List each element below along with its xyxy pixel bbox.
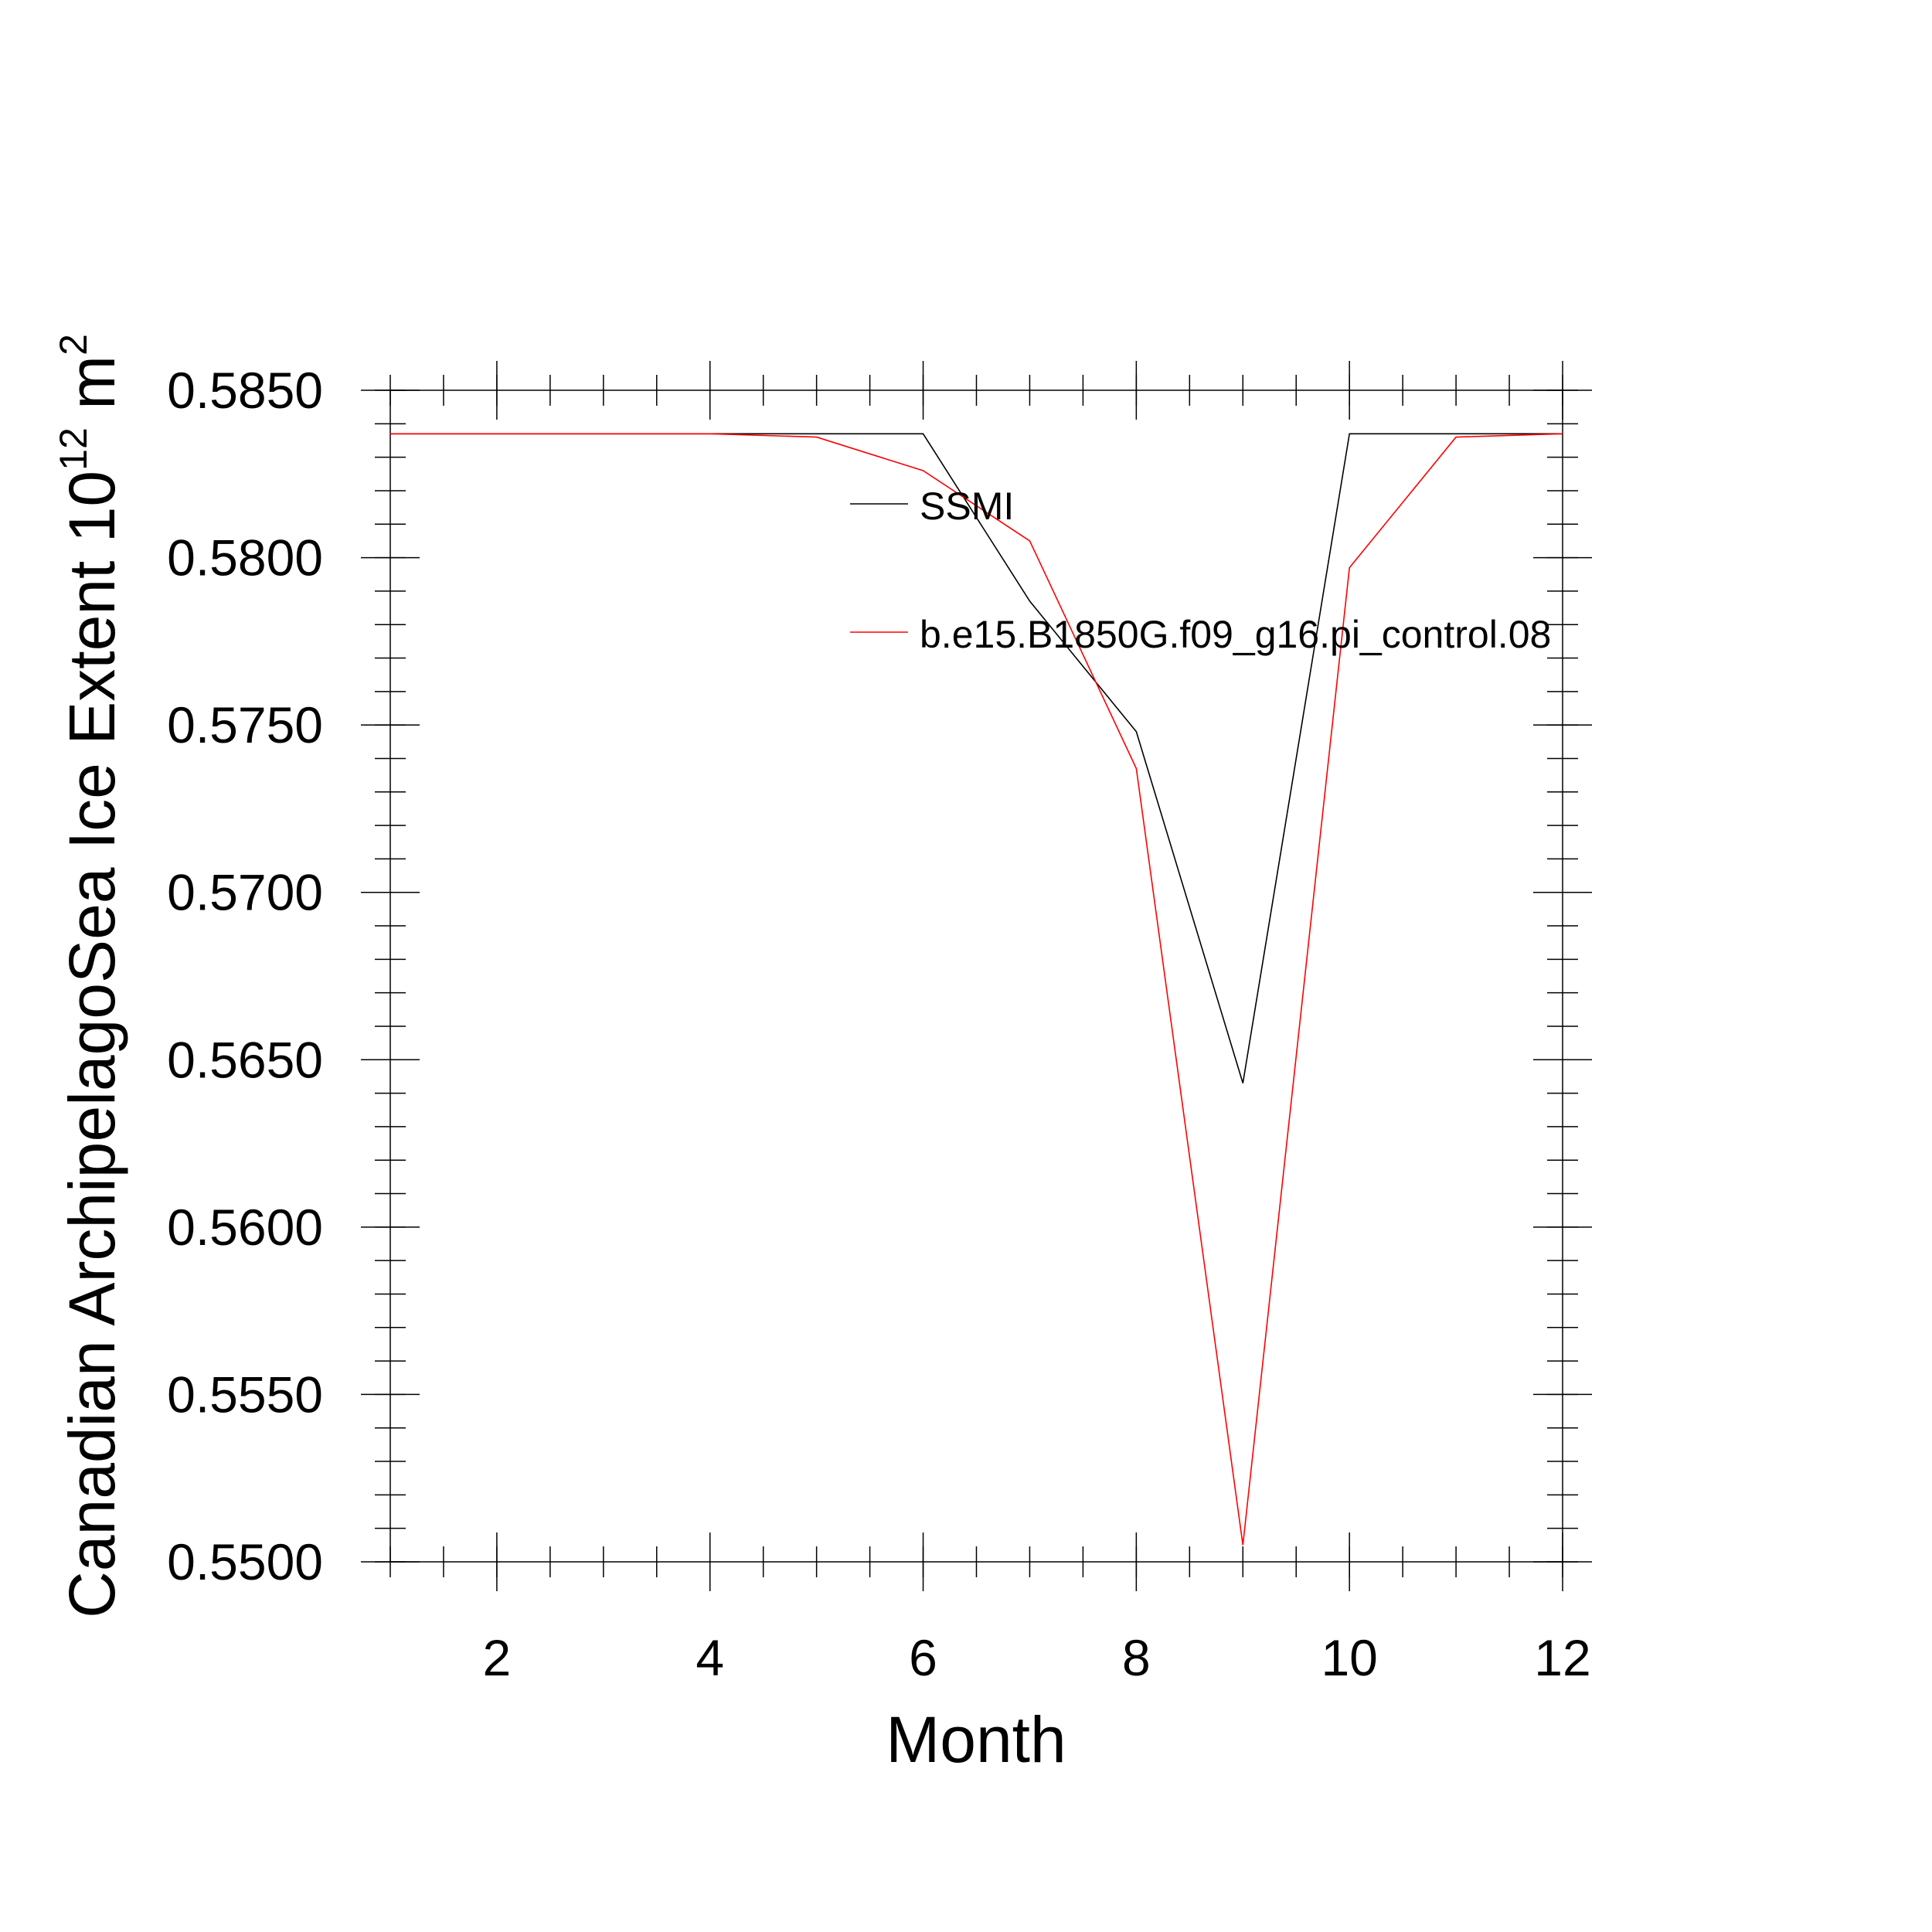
y-tick-label: 0.5650 [167,1031,323,1088]
x-axis-label: Month [886,1703,1066,1776]
y-axis-label-exponent-1: 12 [52,427,95,471]
y-tick-label: 0.5700 [167,864,323,921]
legend-label: b.e15.B1850G.f09_g16.pi_control.08 [920,613,1551,656]
legend: SSMI b.e15.B1850G.f09_g16.pi_control.08 [850,485,1551,656]
axis-ticks [361,361,1592,1591]
x-tick-label: 6 [909,1629,937,1686]
series-line-2 [390,433,1563,1546]
y-tick-label: 0.5550 [167,1366,323,1423]
y-axis-label-exponent-2: 2 [52,334,95,355]
axis-tick-labels: 2 4 6 8 10 12 0.5500 0.5550 0.5600 0.5650 0.5700 0.… [167,362,1591,1686]
y-tick-label: 0.5850 [167,362,323,419]
y-tick-label: 0.5600 [167,1199,323,1256]
y-tick-label: 0.5500 [167,1533,323,1590]
x-tick-label: 8 [1122,1629,1151,1686]
x-tick-label: 12 [1534,1629,1590,1686]
x-tick-label: 4 [696,1629,724,1686]
y-tick-label: 0.5800 [167,529,323,587]
series-line-1 [390,433,1563,1083]
series-lines [390,433,1563,1546]
y-tick-label: 0.5750 [167,696,323,753]
x-tick-label: 2 [483,1629,512,1686]
plot-frame [389,389,1563,1563]
legend-label: SSMI [920,485,1014,528]
x-tick-label: 10 [1321,1629,1377,1686]
y-axis-label: Canadian ArchipelagoSea Ice Extent 1012 … [52,334,128,1618]
y-axis-label-text: Canadian ArchipelagoSea Ice Extent 10 [56,471,128,1618]
y-axis-label-unit: m [56,355,128,427]
